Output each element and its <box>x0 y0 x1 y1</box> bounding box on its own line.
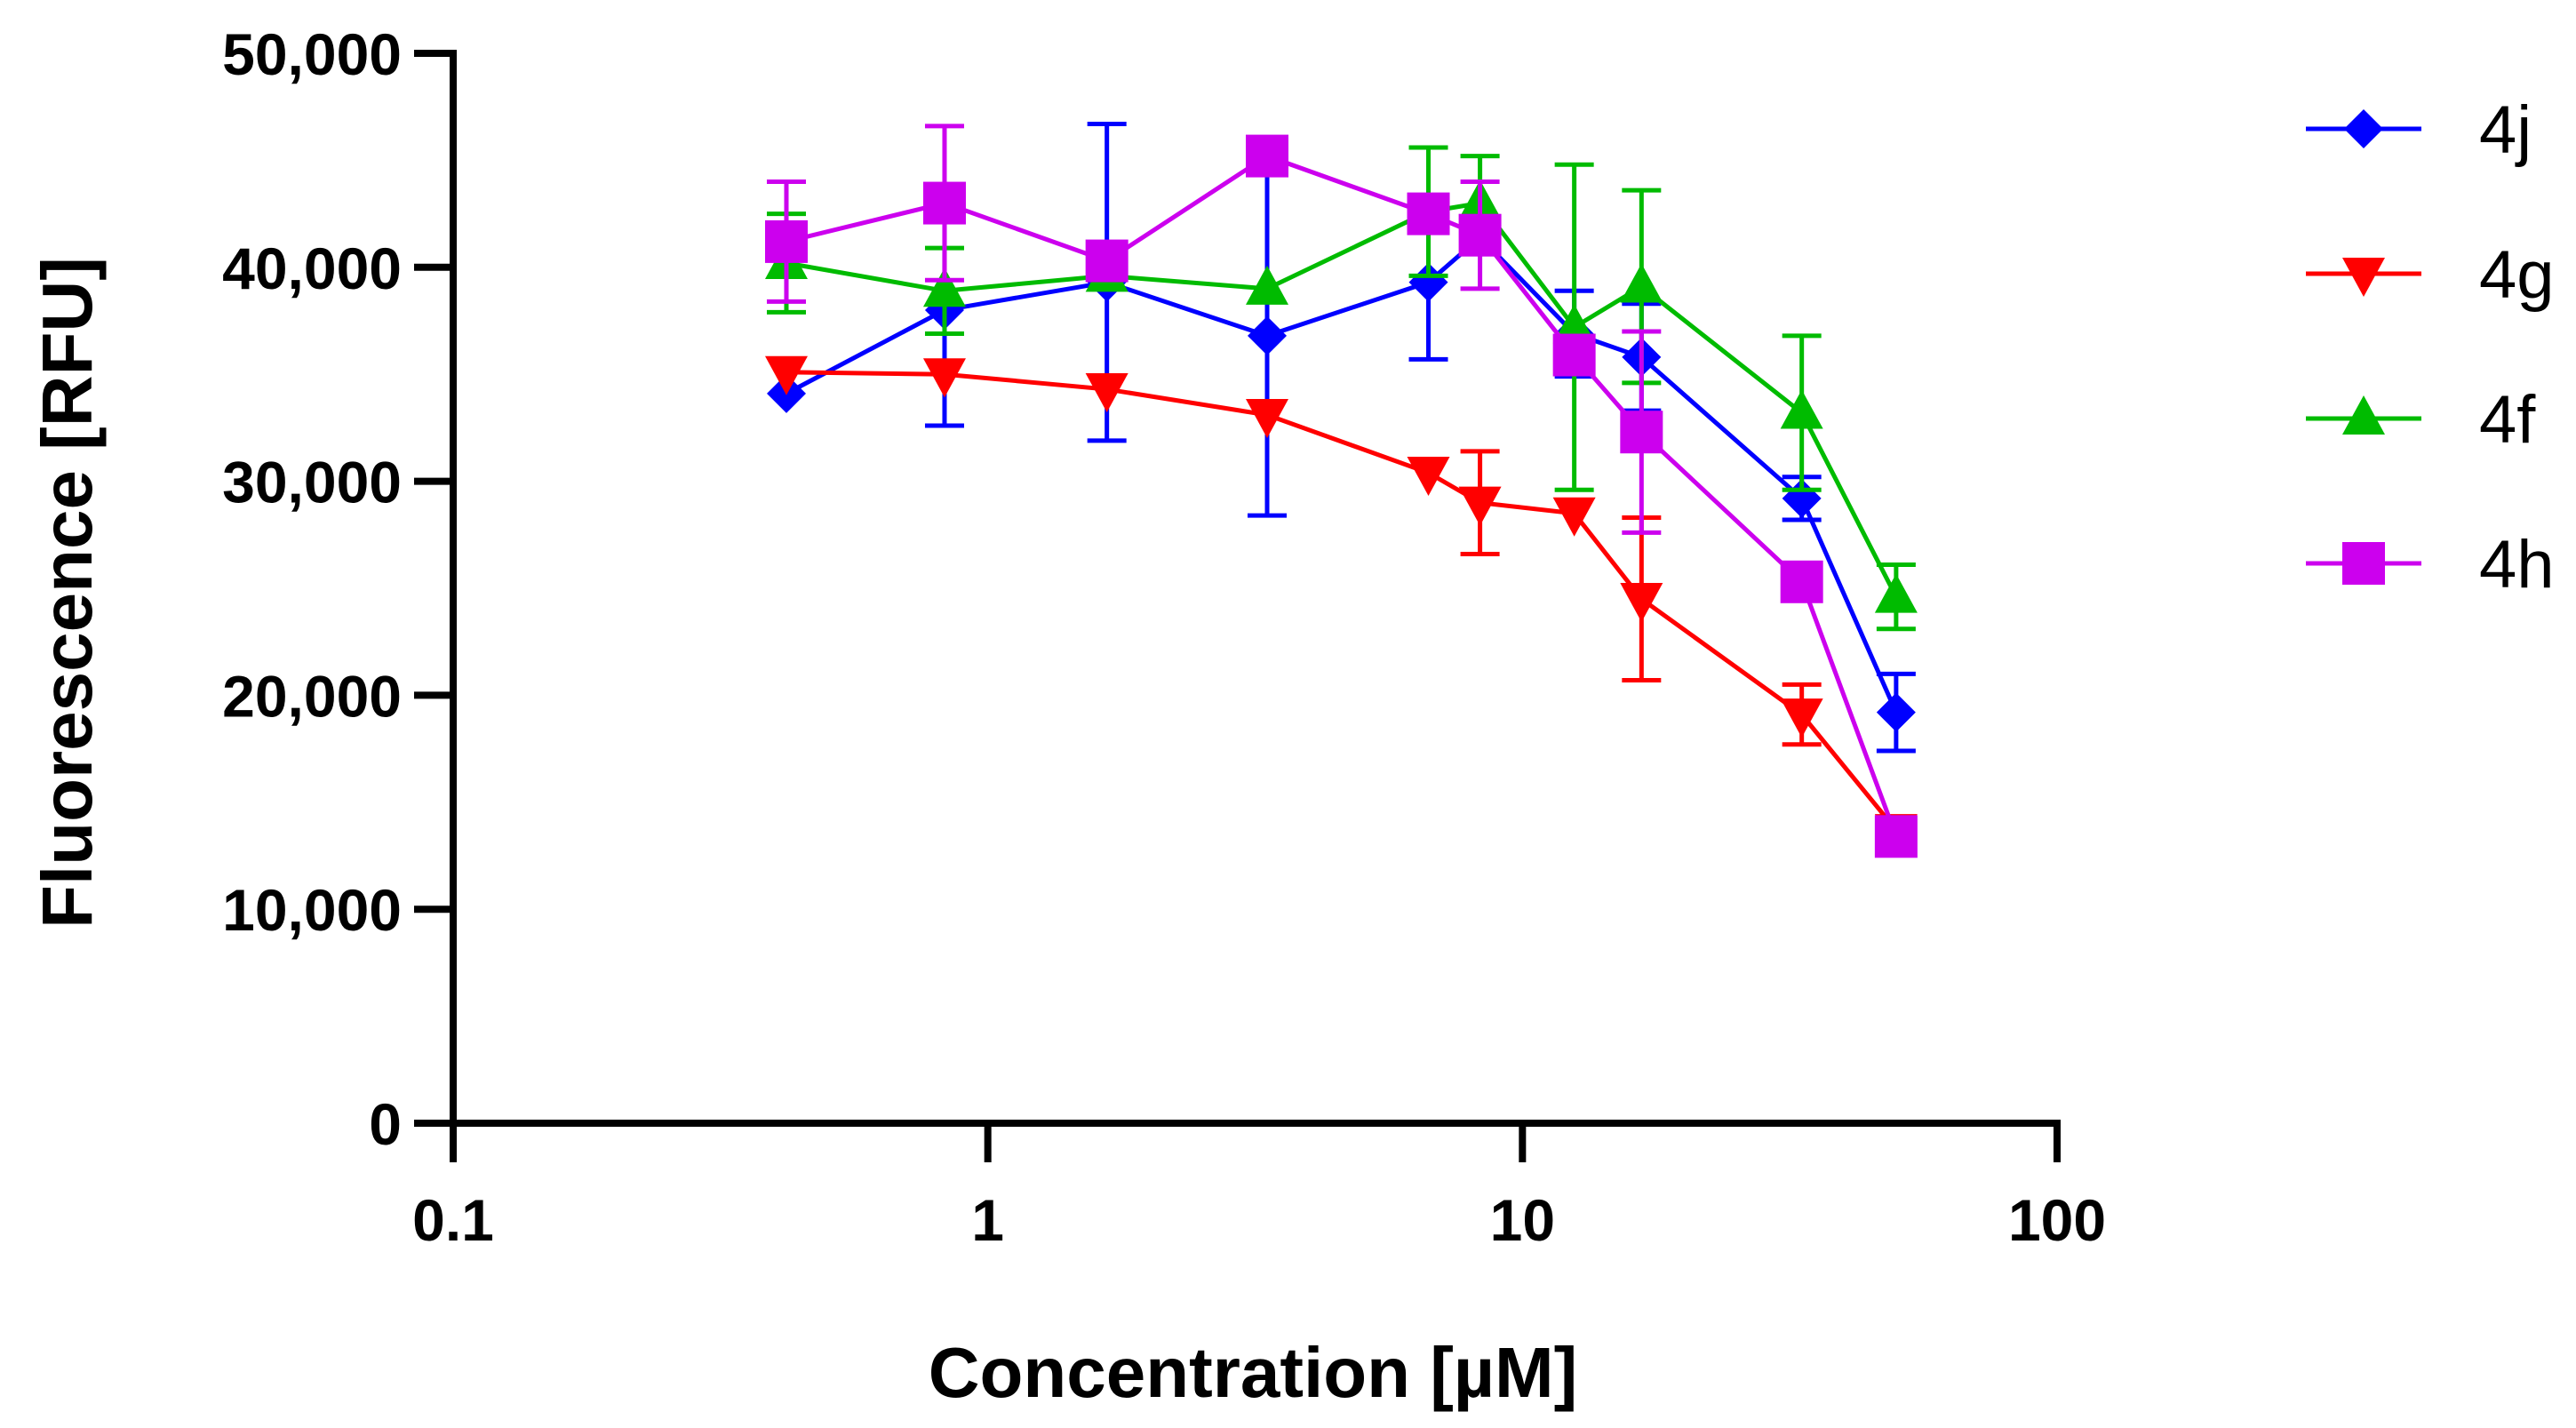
x-tick-label: 10 <box>1490 1187 1555 1253</box>
data-point-4g <box>1552 497 1596 537</box>
data-point-4h <box>1874 815 1918 858</box>
data-point-4h <box>1085 239 1128 283</box>
data-point-4g <box>922 358 966 398</box>
data-point-4h <box>1552 333 1596 377</box>
series-line-4f <box>786 200 1899 598</box>
axes-layer: 0 10,000 20,000 30,000 40,000 50,000 0.1 1 10 100 <box>222 21 2106 1253</box>
data-point-4h <box>1620 411 1663 454</box>
series-4f <box>764 145 1918 632</box>
data-point-4h <box>1458 213 1502 257</box>
data-point-4j <box>1876 692 1916 732</box>
x-tick-label: 100 <box>2008 1187 2106 1253</box>
legend-item-4h: 4h <box>2306 527 2555 602</box>
y-axis-title: Fluorescence [RFU] <box>28 257 107 929</box>
data-point-4h <box>764 219 808 263</box>
legend-label-4j: 4j <box>2479 92 2532 168</box>
series-4h <box>764 124 1918 858</box>
legend-item-4g: 4g <box>2306 237 2555 313</box>
data-point-4g <box>1780 698 1823 738</box>
data-point-4g <box>1085 373 1128 413</box>
y-tick-label: 40,000 <box>222 235 402 301</box>
data-point-4j <box>1248 315 1288 355</box>
legend-marker-4g <box>2342 258 2385 297</box>
data-point-4j <box>1408 262 1448 302</box>
data-point-4h <box>1780 560 1823 603</box>
series-line-4h <box>786 153 1899 838</box>
data-point-4f <box>1552 304 1596 344</box>
data-point-4f <box>922 267 966 307</box>
data-point-4f <box>1780 389 1823 429</box>
legend: 4j 4g 4f 4h <box>2306 92 2555 602</box>
data-point-4h <box>1407 192 1450 235</box>
data-point-4g <box>1407 456 1450 496</box>
data-point-4g <box>1620 583 1663 623</box>
y-tick-label: 10,000 <box>222 877 402 943</box>
legend-label-4f: 4f <box>2479 382 2536 458</box>
series-layer <box>764 121 1918 858</box>
legend-marker-4f <box>2342 395 2385 435</box>
data-point-4g <box>764 355 808 395</box>
legend-label-4g: 4g <box>2479 237 2555 313</box>
y-tick-label: 30,000 <box>222 450 402 515</box>
x-axis-title: Concentration [µM] <box>929 1333 1577 1412</box>
x-tick-label: 1 <box>971 1187 1004 1253</box>
data-point-4f <box>1620 263 1663 303</box>
y-tick-label: 0 <box>369 1091 402 1157</box>
x-tick-label: 0.1 <box>412 1187 494 1253</box>
data-point-4f <box>1246 265 1289 305</box>
legend-marker-4j <box>2344 109 2383 148</box>
data-point-4f <box>1874 573 1918 613</box>
series-line-4j <box>785 234 1899 714</box>
series-4g <box>764 355 1918 854</box>
y-tick-label: 50,000 <box>222 21 402 87</box>
data-point-4g <box>1246 398 1289 438</box>
legend-marker-4h <box>2342 542 2385 585</box>
data-point-4g <box>1458 486 1502 526</box>
y-tick-label: 20,000 <box>222 663 402 729</box>
data-point-4h <box>1246 134 1289 178</box>
legend-item-4f: 4f <box>2306 382 2536 458</box>
data-point-4h <box>922 181 966 225</box>
series-line-4g <box>786 370 1898 832</box>
legend-item-4j: 4j <box>2306 92 2532 168</box>
legend-label-4h: 4h <box>2479 527 2555 602</box>
